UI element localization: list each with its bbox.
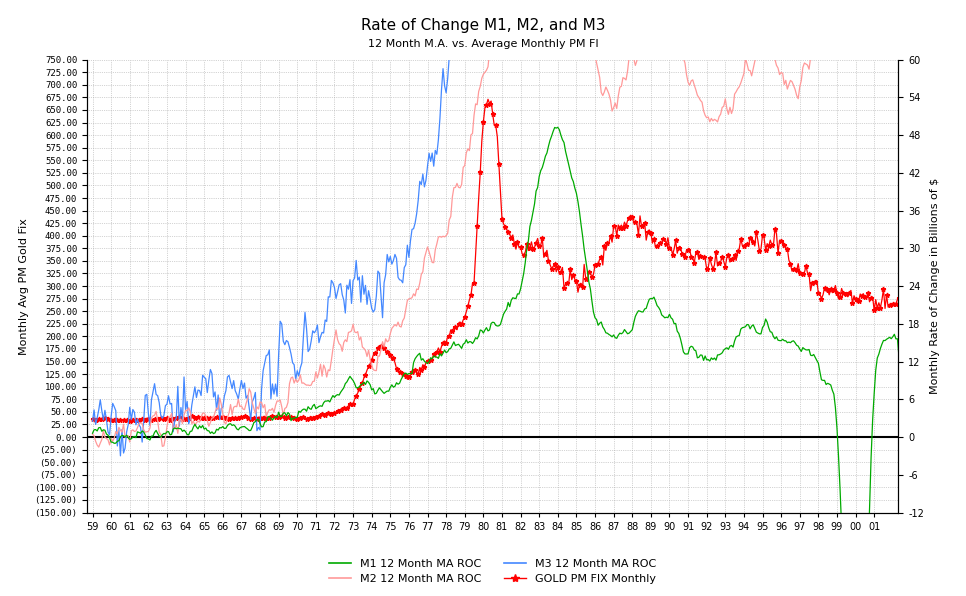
- Y-axis label: Monthly Rate of Change in Billions of $: Monthly Rate of Change in Billions of $: [929, 178, 940, 394]
- Y-axis label: Monthly Avg PM Gold Fix: Monthly Avg PM Gold Fix: [18, 218, 29, 355]
- Text: 12 Month M.A. vs. Average Monthly PM FI: 12 Month M.A. vs. Average Monthly PM FI: [368, 39, 598, 49]
- Text: Rate of Change M1, M2, and M3: Rate of Change M1, M2, and M3: [360, 18, 606, 33]
- Legend: M1 12 Month MA ROC, M2 12 Month MA ROC, M3 12 Month MA ROC, GOLD PM FIX Monthly: M1 12 Month MA ROC, M2 12 Month MA ROC, …: [325, 554, 661, 588]
